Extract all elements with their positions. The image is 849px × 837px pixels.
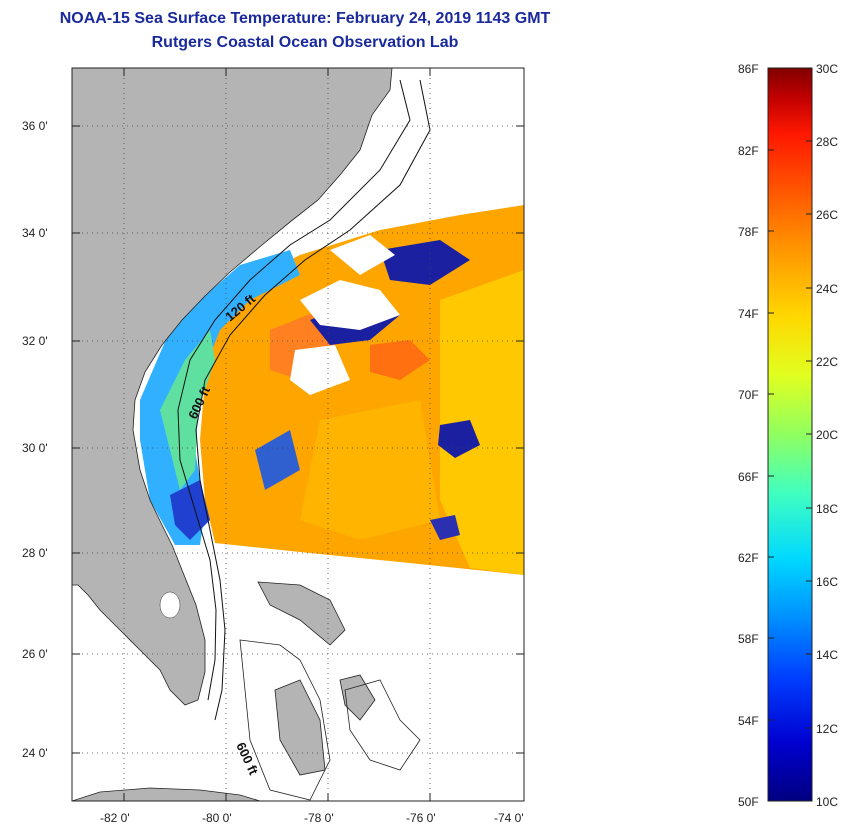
colorbar: [767, 67, 813, 802]
colorbar-f-label-50: 50F: [738, 795, 759, 809]
colorbar-f-label-62: 62F: [738, 551, 759, 565]
sst-swath-yellow-mid: [300, 400, 440, 540]
cold-patch-north: [380, 240, 470, 285]
colorbar-c-label-10: 10C: [816, 795, 838, 809]
colorbar-f-label-70: 70F: [738, 388, 759, 402]
colorbar-c-label-18: 18C: [816, 502, 838, 516]
bahamas-shoal-outline-2: [344, 679, 421, 771]
sst-coastal-green: [160, 330, 215, 490]
lon-label-74: -74 0': [494, 811, 524, 825]
colorbar-c-label-24: 24C: [816, 282, 838, 296]
lat-label-30: 30 0': [22, 441, 48, 455]
lat-label-26: 26 0': [22, 647, 48, 661]
map-frame: [71, 67, 525, 802]
cold-patch-south: [430, 515, 460, 540]
cold-patch-west: [255, 430, 300, 490]
cold-patch-east: [438, 420, 480, 458]
sst-orange-hot: [370, 340, 430, 380]
colorbar-c-label-14: 14C: [816, 648, 838, 662]
contour-120ft: [177, 79, 411, 701]
map-plot-area: [72, 68, 524, 801]
colorbar-f-label-78: 78F: [738, 225, 759, 239]
colorbar-c-label-28: 28C: [816, 135, 838, 149]
lat-label-28: 28 0': [22, 546, 48, 560]
lat-label-36: 36 0': [22, 119, 48, 133]
bahamas-eleuthera: [339, 674, 376, 721]
cloud-gap-3: [330, 235, 395, 275]
lat-label-34: 34 0': [22, 226, 48, 240]
bahamas-grand-bahama: [257, 581, 346, 646]
lat-label-32: 32 0': [22, 334, 48, 348]
cuba-coast: [72, 787, 261, 801]
contour-600ft: [195, 79, 431, 721]
bahamas-shoal-outline: [239, 639, 331, 801]
lat-label-24: 24 0': [22, 746, 48, 760]
colorbar-f-label-86: 86F: [738, 62, 759, 76]
cloud-gap-2: [290, 345, 350, 395]
colorbar-f-label-54: 54F: [738, 714, 759, 728]
colorbar-c-label-12: 12C: [816, 722, 838, 736]
lon-label-80: -80 0': [202, 811, 232, 825]
frame-ticks: [72, 68, 524, 801]
lon-label-76: -76 0': [406, 811, 436, 825]
graticule: [72, 68, 524, 801]
colorbar-c-label-26: 26C: [816, 208, 838, 222]
colorbar-c-label-30: 30C: [816, 62, 838, 76]
colorbar-f-label-58: 58F: [738, 632, 759, 646]
lake-okeechobee: [159, 591, 181, 619]
colorbar-f-label-66: 66F: [738, 470, 759, 484]
colorbar-ticks: [768, 140, 812, 729]
map-title: NOAA-15 Sea Surface Temperature: Februar…: [59, 10, 551, 27]
sst-swath-yellow-east: [440, 270, 524, 575]
colorbar-c-label-16: 16C: [816, 575, 838, 589]
colorbar-c-label-20: 20C: [816, 428, 838, 442]
land-us-coast: [72, 68, 393, 706]
lon-label-82: -82 0': [100, 811, 130, 825]
lon-label-78: -78 0': [304, 811, 334, 825]
colorbar-f-label-82: 82F: [738, 144, 759, 158]
colorbar-f-label-74: 74F: [738, 307, 759, 321]
map-subtitle: Rutgers Coastal Ocean Observation Lab: [151, 34, 459, 51]
cloud-gap-1: [300, 280, 400, 330]
colorbar-c-label-22: 22C: [816, 355, 838, 369]
